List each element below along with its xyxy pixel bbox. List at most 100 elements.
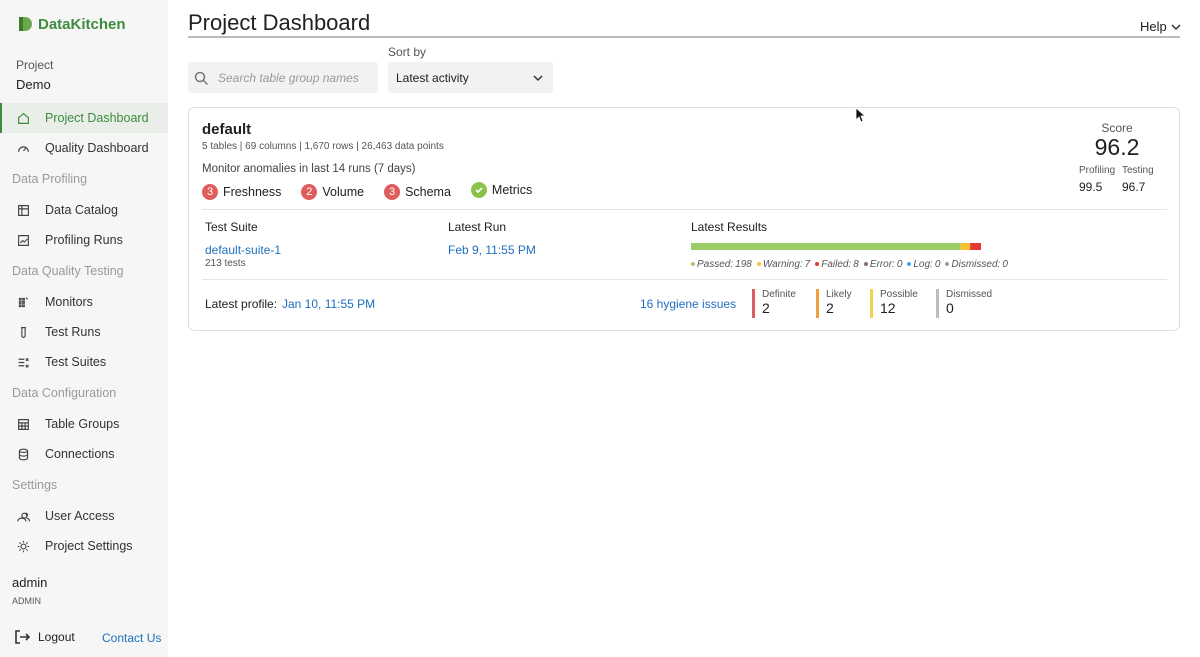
profiling-score: 99.5 <box>1079 180 1103 194</box>
nav-label: Table Groups <box>45 417 120 431</box>
legend-dot <box>756 262 761 266</box>
help-label: Help <box>1140 19 1167 34</box>
contact-link[interactable]: Contact Us <box>102 631 162 645</box>
nav-section: Data Quality Testing <box>12 264 124 278</box>
nav-item[interactable]: Table Groups <box>0 409 168 439</box>
icon-shape <box>18 418 29 430</box>
monitor-name: Schema <box>405 185 451 199</box>
search-icon <box>194 71 208 85</box>
nav-icon <box>17 512 30 522</box>
nav-icon <box>18 234 29 246</box>
logout[interactable]: Logout <box>14 629 75 645</box>
group-stats: 5 tables | 69 columns | 1,670 rows | 26,… <box>202 141 444 152</box>
help-menu[interactable]: Help <box>1140 19 1181 34</box>
sort-label: Sort by <box>388 45 427 59</box>
nav-section: Data Configuration <box>12 386 117 400</box>
nav-section: Settings <box>12 478 58 492</box>
monitor-name: Freshness <box>223 185 282 199</box>
table-group-card: default 5 tables | 69 columns | 1,670 ro… <box>188 107 1180 331</box>
hygiene-value: 2 <box>762 300 770 316</box>
legend-count: 0 <box>1002 258 1008 270</box>
search-input[interactable]: Search table group names <box>188 62 378 93</box>
monitor[interactable]: 3 Schema <box>384 184 451 200</box>
hygiene-label: Possible <box>880 289 918 300</box>
legend-label: Failed: <box>821 258 852 270</box>
project-name[interactable]: Demo <box>16 77 51 92</box>
nav-item[interactable]: Profiling Runs <box>0 225 168 255</box>
legend-count: 0 <box>896 258 903 270</box>
divider <box>202 279 1167 280</box>
nav-icon <box>17 540 30 552</box>
legend-dot <box>815 262 820 266</box>
nav: Project Dashboard Quality Dashboard Data P… <box>0 103 168 561</box>
nav-item[interactable]: Monitors <box>0 287 168 317</box>
nav-icon <box>21 326 26 338</box>
nav-label: Project Settings <box>45 539 133 553</box>
hygiene-count[interactable]: Likely 2 <box>816 289 852 318</box>
suite-link[interactable]: default-suite-1 <box>205 243 282 257</box>
logout-icon <box>15 630 30 644</box>
profiling-label: Profiling <box>1079 165 1116 176</box>
hygiene-link[interactable]: 16 hygiene issues <box>640 297 737 311</box>
nav-label: Test Runs <box>45 325 101 339</box>
nav-section: Data Profiling <box>12 172 88 186</box>
hygiene-count[interactable]: Dismissed 0 <box>936 289 992 318</box>
testing-label: Testing <box>1122 165 1154 176</box>
column-header: Test Suite <box>205 220 258 234</box>
hygiene-value: 2 <box>826 300 834 316</box>
results-bar <box>691 243 981 250</box>
legend-dot <box>691 262 695 266</box>
result-segment <box>691 243 961 250</box>
sort-select[interactable]: Latest activity <box>388 62 553 93</box>
nav-item[interactable]: Test Suites <box>0 347 168 377</box>
testing-score: 96.7 <box>1122 180 1146 194</box>
profile-link[interactable]: Jan 10, 11:55 PM <box>282 297 376 311</box>
monitor-ok <box>470 182 487 198</box>
legend-label: Passed: <box>697 258 734 270</box>
score-label: Score <box>1101 121 1133 135</box>
legend-count: 7 <box>804 258 811 270</box>
hygiene-count[interactable]: Possible 12 <box>870 289 918 318</box>
nav-label: Monitors <box>45 295 93 309</box>
nav-item[interactable]: Project Dashboard <box>0 103 168 133</box>
profile-label: Latest profile: <box>205 297 278 311</box>
brand[interactable]: DataKitchen <box>17 15 126 33</box>
nav-icon <box>18 112 29 124</box>
legend-item: Error: 0 <box>863 258 903 270</box>
nav-item[interactable]: Data Catalog <box>0 195 168 225</box>
monitor-name: Volume <box>322 185 365 199</box>
legend-item: Passed: 198 <box>691 259 752 270</box>
monitor-text: Monitor anomalies in last 14 runs (7 day… <box>202 163 416 175</box>
nav-item[interactable]: Quality Dashboard <box>0 133 168 163</box>
result-segment <box>970 243 981 250</box>
column-header: Latest Results <box>691 220 768 234</box>
user-role: ADMIN <box>12 596 41 606</box>
nav-item[interactable]: Connections <box>0 439 168 469</box>
user-name: admin <box>12 575 48 590</box>
monitor[interactable]: Metrics <box>470 182 532 198</box>
nav-label: Connections <box>45 447 115 461</box>
brand-logo <box>19 17 32 31</box>
sort-value: Latest activity <box>396 70 469 85</box>
nav-icon <box>18 418 29 430</box>
nav-item[interactable]: User Access <box>0 501 168 531</box>
run-link[interactable]: Feb 9, 11:55 PM <box>448 243 536 257</box>
monitor-count: 3 <box>202 184 218 200</box>
legend-item: Warning: 7 <box>756 258 811 270</box>
check <box>475 187 483 194</box>
nav-label: Quality Dashboard <box>45 141 149 155</box>
monitor[interactable]: 2 Volume <box>301 184 364 200</box>
chevron <box>533 74 543 81</box>
divider <box>202 209 1167 210</box>
icon-shape <box>17 540 30 552</box>
hygiene-count[interactable]: Definite 2 <box>752 289 796 318</box>
icon-shape <box>21 326 26 338</box>
hygiene-label: Likely <box>826 289 852 300</box>
nav-item[interactable]: Test Runs <box>0 317 168 347</box>
legend-count: 8 <box>853 258 859 270</box>
monitor-list: 3 Freshness 2 Volume 3 Schema Metrics <box>202 182 552 200</box>
monitor[interactable]: 3 Freshness <box>202 184 281 200</box>
legend-dot <box>945 262 950 266</box>
nav-item[interactable]: Project Settings <box>0 531 168 561</box>
